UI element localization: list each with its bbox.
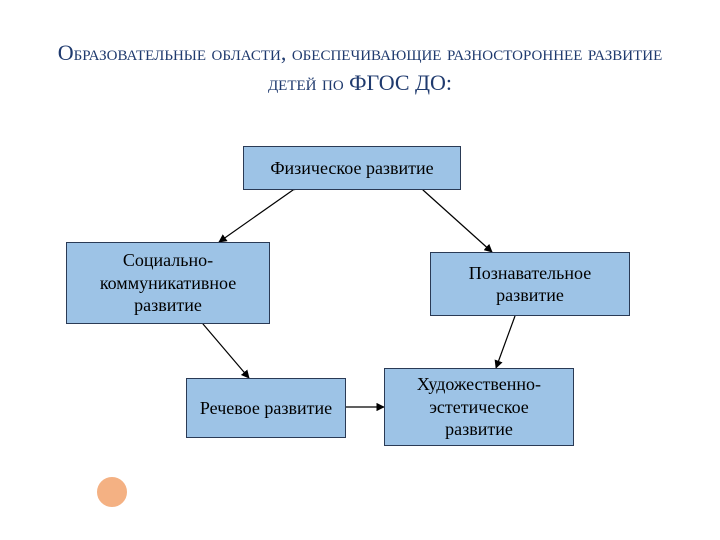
diagram-edge — [496, 316, 515, 368]
diagram-node-n3: Познавательное развитие — [430, 252, 630, 316]
diagram-edge — [219, 190, 293, 242]
diagram-node-n5: Художественно-эстетическое развитие — [384, 368, 574, 446]
diagram-edge — [203, 324, 249, 378]
diagram-node-n4: Речевое развитие — [186, 378, 346, 438]
diagram-node-n1: Физическое развитие — [243, 146, 461, 190]
diagram-edge — [423, 190, 492, 252]
diagram-node-n2: Социально-коммуникативное развитие — [66, 242, 270, 324]
corner-circle-decoration — [95, 475, 129, 509]
page-title: Образовательные области, обеспечивающие … — [50, 38, 670, 97]
